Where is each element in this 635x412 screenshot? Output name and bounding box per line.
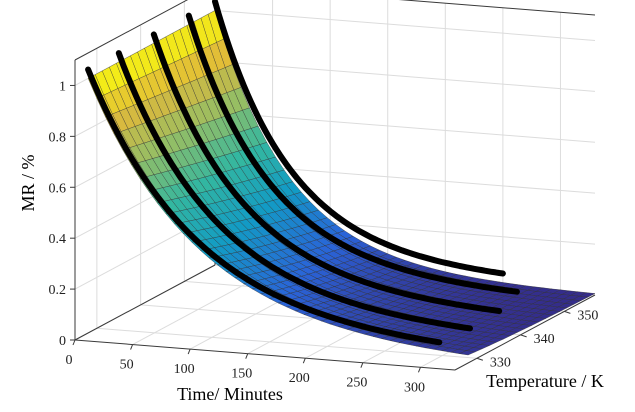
z-tick-label: 0.6 (49, 181, 67, 196)
box-edge (398, 0, 596, 16)
z-tick-label: 0 (59, 334, 66, 349)
y-axis-title: Temperature / K (486, 371, 604, 391)
z-axis-title: MR / % (18, 154, 38, 211)
data-series-curve (150, 31, 503, 314)
data-series-curve (115, 50, 473, 332)
x-axis-title: Time/ Minutes (177, 384, 283, 404)
x-tick-label: 150 (231, 367, 252, 382)
y-tick-mark (520, 334, 527, 338)
box-edge (74, 0, 189, 61)
y-tick-label: 330 (490, 355, 511, 370)
z-tick-label: 0.2 (49, 283, 67, 298)
z-tick-label: 0.4 (49, 232, 67, 247)
x-tick-label: 300 (404, 380, 425, 395)
data-series-curve (185, 12, 520, 295)
x-tick-mark (417, 367, 421, 373)
x-tick-label: 0 (66, 353, 73, 368)
y-tick-mark (476, 357, 484, 361)
grid-line (214, 9, 596, 41)
z-tick-label: 0.8 (49, 130, 67, 145)
grid-line (214, 60, 596, 92)
x-tick-mark (360, 362, 364, 368)
x-tick-mark (245, 353, 249, 359)
box-edge (74, 264, 216, 341)
z-tick-label: 1 (59, 79, 66, 94)
data-layer (85, 0, 520, 346)
x-tick-mark (72, 339, 76, 346)
x-tick-mark (130, 344, 134, 350)
y-tick-label: 350 (577, 308, 598, 323)
y-tick-mark (564, 310, 571, 314)
data-series-curve (85, 66, 443, 346)
x-axis-line (74, 339, 456, 371)
x-tick-label: 50 (120, 358, 134, 373)
x-tick-label: 100 (174, 362, 195, 377)
data-series-curve (212, 0, 506, 277)
surface-cell (458, 350, 476, 356)
y-axis-line (454, 294, 596, 371)
x-tick-label: 200 (289, 371, 310, 386)
grid-line (214, 111, 596, 143)
y-tick-label: 340 (534, 332, 555, 347)
grid-line (96, 327, 477, 359)
x-tick-mark (187, 348, 191, 355)
x-tick-label: 250 (346, 376, 367, 391)
x-tick-mark (302, 357, 306, 364)
tick-layer: 0 0.2 0.4 0.6 0.8 1 0 50 100 150 200 250 300 330 340 35… (49, 79, 599, 395)
